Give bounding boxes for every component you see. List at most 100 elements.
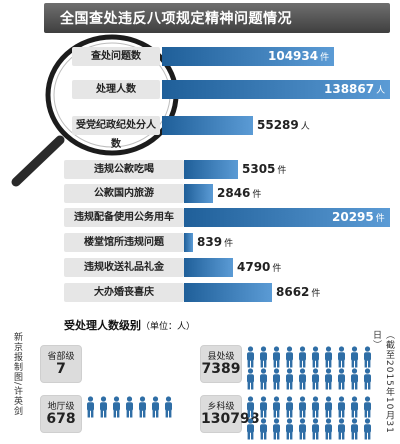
person-icon — [99, 396, 108, 422]
credit-note: 新京报制图/许英剑 — [12, 332, 22, 417]
person-icon — [363, 368, 372, 394]
person-icon — [324, 368, 333, 394]
person-icon — [363, 346, 372, 372]
person-icon — [350, 396, 359, 422]
person-icon — [363, 396, 372, 422]
violation-category-label: 楼堂馆所违规问题 — [64, 233, 184, 252]
summary-category-label: 受党纪政纪处分人数 — [72, 116, 160, 150]
summary-category-label: 处理人数 — [72, 80, 160, 99]
violation-unit-label: 件 — [277, 166, 287, 176]
person-icon — [350, 418, 359, 444]
person-icon — [259, 396, 268, 422]
person-icon — [324, 346, 333, 372]
violation-value-label: 5305 件 — [242, 162, 287, 176]
person-icon — [259, 368, 268, 394]
person-icon — [246, 346, 255, 372]
person-icon — [259, 346, 268, 372]
levels-title: 受处理人数级别（单位：人） — [64, 317, 195, 333]
summary-unit-label: 人 — [300, 122, 310, 132]
person-icon — [324, 396, 333, 422]
level-box: 省部级 7 — [40, 345, 82, 383]
person-icon — [246, 368, 255, 394]
violation-category-label: 大办婚丧喜庆 — [64, 283, 184, 302]
header-bar — [44, 3, 390, 33]
person-icon — [246, 418, 255, 444]
chart-title: 全国查处违反八项规定精神问题情况 — [60, 11, 292, 27]
person-icon-row — [246, 396, 376, 422]
date-note: （截至2015年10月31日） — [371, 330, 394, 434]
person-icon — [337, 396, 346, 422]
person-icon — [272, 346, 281, 372]
summary-bar — [162, 47, 334, 66]
levels-title-text: 受处理人数级别 — [64, 319, 141, 332]
violation-value-label: 20295 件 — [332, 210, 385, 224]
summary-bar — [162, 116, 253, 135]
person-icon-row — [246, 368, 376, 394]
person-icon — [125, 396, 134, 422]
violation-category-label: 违规公款吃喝 — [64, 160, 184, 179]
level-value: 7 — [56, 361, 66, 377]
violation-unit-label: 件 — [272, 264, 282, 274]
person-icon — [151, 396, 160, 422]
person-icon — [86, 396, 95, 422]
person-icon — [311, 418, 320, 444]
level-box: 地厅级 678 — [40, 395, 82, 433]
violation-category-label: 违规配备使用公务用车 — [64, 208, 184, 227]
person-icon — [285, 346, 294, 372]
violation-bar — [184, 184, 213, 203]
person-icon — [298, 418, 307, 444]
person-icon — [272, 418, 281, 444]
violation-unit-label: 件 — [224, 239, 234, 249]
person-icon-row — [246, 346, 376, 372]
person-icon — [324, 418, 333, 444]
person-icon — [164, 396, 173, 422]
summary-unit-label: 人 — [376, 86, 386, 96]
person-icon — [337, 346, 346, 372]
person-icon — [138, 396, 147, 422]
violation-bar — [184, 208, 390, 227]
violation-bar — [184, 160, 238, 179]
level-value: 7389 — [201, 361, 241, 377]
level-name: 县处级 — [207, 352, 235, 362]
violation-bar — [184, 233, 193, 252]
summary-category-label: 查处问题数 — [72, 47, 160, 66]
summary-value-label: 138867 人 — [324, 82, 386, 96]
person-icon — [285, 418, 294, 444]
violation-bar — [184, 258, 233, 277]
person-icon — [298, 368, 307, 394]
level-box: 县处级 7389 — [200, 345, 242, 383]
violation-value-label: 839 件 — [197, 235, 234, 249]
person-icon — [272, 368, 281, 394]
person-icon — [246, 396, 255, 422]
levels-unit-note: （单位：人） — [141, 322, 196, 332]
violation-unit-label: 件 — [375, 214, 385, 224]
person-icon — [337, 368, 346, 394]
person-icon — [311, 396, 320, 422]
person-icon — [298, 346, 307, 372]
person-icon — [112, 396, 121, 422]
summary-value-label: 104934 件 — [268, 49, 330, 63]
level-name: 乡科级 — [207, 402, 235, 412]
violation-unit-label: 件 — [252, 190, 262, 200]
violation-value-label: 8662 件 — [276, 285, 321, 299]
level-value: 678 — [46, 411, 76, 427]
person-icon — [285, 368, 294, 394]
person-icon — [311, 346, 320, 372]
person-icon — [350, 346, 359, 372]
violation-unit-label: 件 — [311, 289, 321, 299]
violation-category-label: 违规收送礼品礼金 — [64, 258, 184, 277]
person-icon — [337, 418, 346, 444]
person-icon — [285, 396, 294, 422]
level-box: 乡科级 130798 — [200, 395, 260, 433]
level-name: 省部级 — [47, 352, 75, 362]
person-icon — [298, 396, 307, 422]
level-value: 130798 — [201, 411, 260, 427]
person-icon — [350, 368, 359, 394]
violation-value-label: 2846 件 — [217, 186, 262, 200]
violation-category-label: 公款国内旅游 — [64, 184, 184, 203]
summary-unit-label: 件 — [320, 53, 330, 63]
person-icon — [311, 368, 320, 394]
person-icon — [259, 418, 268, 444]
person-icon-row — [246, 418, 376, 444]
